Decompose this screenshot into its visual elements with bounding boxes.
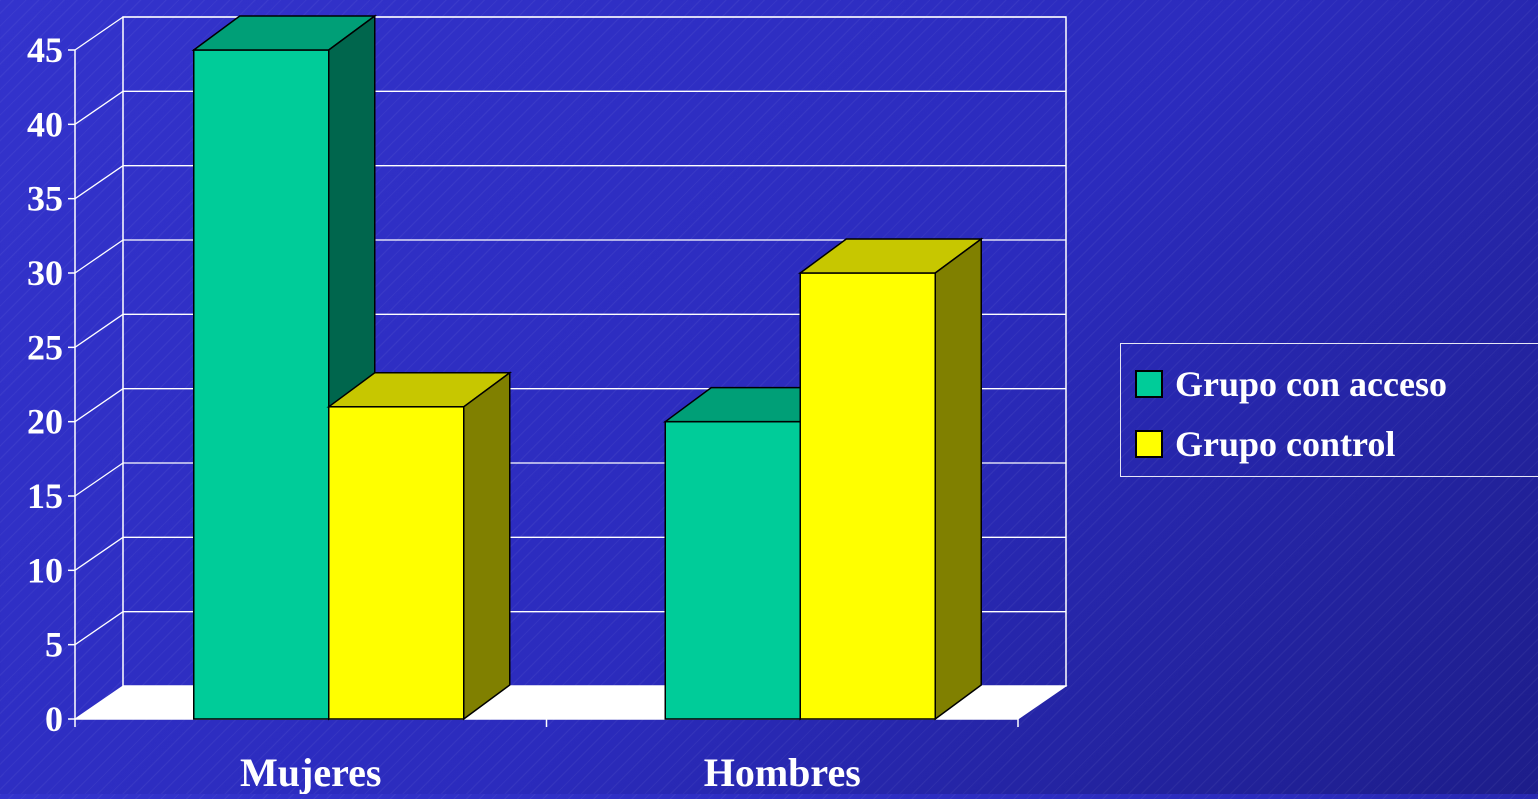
bar-grupo-control-mujeres — [328, 406, 465, 720]
legend-swatch-grupo-con-acceso — [1135, 370, 1163, 398]
y-tick-label: 30 — [27, 253, 63, 293]
bar-grupo-con-acceso-hombres — [664, 420, 801, 720]
y-tick-label: 15 — [27, 476, 63, 516]
y-tick-label: 0 — [45, 699, 63, 739]
bar-grupo-con-acceso-mujeres — [193, 49, 330, 720]
bar-side-grupo-control-hombres — [934, 237, 982, 721]
y-tick-label: 35 — [27, 179, 63, 219]
side-gridline — [74, 536, 124, 571]
bar-grupo-control-hombres — [799, 272, 936, 720]
side-gridline — [74, 313, 124, 348]
x-category-label: Mujeres — [240, 750, 381, 794]
x-category-label: Hombres — [704, 750, 861, 794]
y-tick-label: 10 — [27, 550, 63, 590]
side-gridline — [74, 462, 124, 497]
legend-swatch-grupo-control — [1135, 430, 1163, 458]
legend-label-grupo-con-acceso: Grupo con acceso — [1175, 364, 1447, 404]
y-tick-label: 5 — [45, 625, 63, 665]
bar-side-grupo-control-mujeres — [463, 371, 511, 721]
side-gridline — [74, 16, 124, 51]
y-tick-label: 25 — [27, 327, 63, 367]
legend-label-grupo-control: Grupo control — [1175, 424, 1396, 464]
side-gridline — [74, 165, 124, 200]
side-gridline — [74, 611, 124, 646]
y-tick-label: 40 — [27, 104, 63, 144]
side-gridline — [74, 388, 124, 423]
y-tick-label: 45 — [27, 30, 63, 70]
legend-item-grupo-control: Grupo control — [1135, 426, 1395, 462]
side-gridline — [74, 90, 124, 125]
legend-item-grupo-con-acceso: Grupo con acceso — [1135, 366, 1447, 402]
y-tick-label: 20 — [27, 402, 63, 442]
legend: Grupo con acceso Grupo control — [1120, 343, 1538, 477]
side-gridline — [74, 239, 124, 274]
